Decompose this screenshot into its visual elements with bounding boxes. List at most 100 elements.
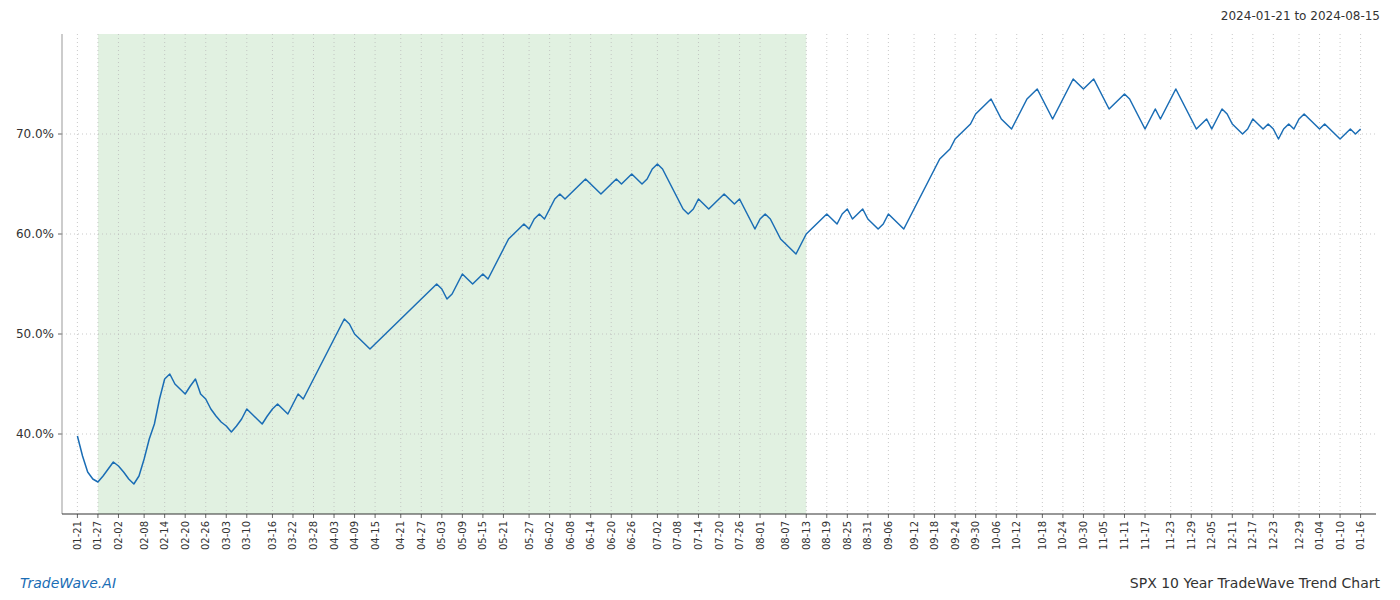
x-tick-label: 05-27 bbox=[524, 521, 535, 550]
x-tick-label: 03-22 bbox=[287, 521, 298, 550]
x-tick-label: 03-10 bbox=[241, 521, 252, 550]
x-grid-line bbox=[760, 34, 761, 514]
x-grid-line bbox=[1211, 34, 1212, 514]
trend-line bbox=[77, 79, 1360, 484]
y-tick bbox=[58, 334, 62, 335]
chart: 40.0%50.0%60.0%70.0%01-2101-2702-0202-08… bbox=[0, 0, 1400, 600]
x-grid-line bbox=[375, 34, 376, 514]
x-tick-label: 02-02 bbox=[113, 521, 124, 550]
y-tick bbox=[58, 134, 62, 135]
x-grid-line bbox=[185, 34, 186, 514]
x-grid-line bbox=[611, 34, 612, 514]
x-tick-label: 09-18 bbox=[929, 521, 940, 550]
x-tick-label: 04-21 bbox=[395, 521, 406, 550]
x-grid-line bbox=[1299, 34, 1300, 514]
x-tick-label: 11-29 bbox=[1186, 521, 1197, 550]
x-tick-label: 09-12 bbox=[909, 521, 920, 550]
title: SPX 10 Year TradeWave Trend Chart bbox=[1130, 575, 1381, 591]
x-tick-label: 10-24 bbox=[1057, 521, 1068, 550]
x-grid-line bbox=[590, 34, 591, 514]
x-tick-label: 09-30 bbox=[970, 521, 981, 550]
x-grid-line bbox=[421, 34, 422, 514]
x-grid-line bbox=[934, 34, 935, 514]
x-grid-line bbox=[118, 34, 119, 514]
y-tick bbox=[58, 434, 62, 435]
x-tick-label: 04-03 bbox=[329, 521, 340, 550]
x-tick-label: 08-31 bbox=[862, 521, 873, 550]
x-tick-label: 06-20 bbox=[606, 521, 617, 550]
x-tick-label: 07-02 bbox=[652, 521, 663, 550]
x-tick-label: 12-29 bbox=[1294, 521, 1305, 550]
x-tick-label: 05-03 bbox=[436, 521, 447, 550]
x-grid-line bbox=[205, 34, 206, 514]
x-tick-label: 11-17 bbox=[1140, 521, 1151, 550]
x-grid-line bbox=[1062, 34, 1063, 514]
x-tick-label: 07-20 bbox=[714, 521, 725, 550]
x-grid-line bbox=[529, 34, 530, 514]
x-grid-line bbox=[1273, 34, 1274, 514]
x-tick-label: 05-21 bbox=[498, 521, 509, 550]
x-grid-line bbox=[785, 34, 786, 514]
x-tick-label: 03-16 bbox=[267, 521, 278, 550]
x-grid-line bbox=[1103, 34, 1104, 514]
x-tick-label: 03-28 bbox=[308, 521, 319, 550]
x-tick-label: 08-01 bbox=[755, 521, 766, 550]
x-tick-label: 05-09 bbox=[457, 521, 468, 550]
x-axis-line bbox=[62, 513, 1376, 514]
x-tick-label: 09-24 bbox=[950, 521, 961, 550]
x-grid-line bbox=[164, 34, 165, 514]
x-tick-label: 11-11 bbox=[1119, 521, 1130, 550]
subtitle: 2024-01-21 to 2024-08-15 bbox=[1221, 9, 1380, 23]
x-grid-line bbox=[806, 34, 807, 514]
x-grid-line bbox=[847, 34, 848, 514]
x-grid-line bbox=[975, 34, 976, 514]
x-grid-line bbox=[549, 34, 550, 514]
x-tick-label: 12-17 bbox=[1247, 521, 1258, 550]
x-tick-label: 01-04 bbox=[1314, 521, 1325, 550]
x-grid-line bbox=[1191, 34, 1192, 514]
x-grid-line bbox=[272, 34, 273, 514]
x-grid-line bbox=[826, 34, 827, 514]
series bbox=[77, 79, 1360, 484]
x-tick-label: 07-14 bbox=[693, 521, 704, 550]
x-tick-label: 01-16 bbox=[1355, 521, 1366, 550]
x-tick-label: 12-11 bbox=[1227, 521, 1238, 550]
x-tick-label: 03-03 bbox=[221, 521, 232, 550]
x-grid-line bbox=[657, 34, 658, 514]
x-tick-label: 12-05 bbox=[1206, 521, 1217, 550]
x-grid-line bbox=[955, 34, 956, 514]
x-tick-label: 02-08 bbox=[139, 521, 150, 550]
x-tick-label: 01-27 bbox=[92, 521, 103, 550]
axes: 40.0%50.0%60.0%70.0%01-2101-2702-0202-08… bbox=[16, 34, 1376, 550]
x-tick-label: 08-13 bbox=[801, 521, 812, 550]
x-tick-label: 12-23 bbox=[1268, 521, 1279, 550]
x-tick-label: 08-07 bbox=[780, 521, 791, 550]
x-tick-label: 10-30 bbox=[1078, 521, 1089, 550]
annotation: TradeWave.AI bbox=[20, 575, 116, 591]
x-tick-label: 05-15 bbox=[477, 521, 488, 550]
x-tick-label: 01-10 bbox=[1335, 521, 1346, 550]
y-axis-line bbox=[62, 34, 63, 514]
x-tick-label: 02-14 bbox=[159, 521, 170, 550]
x-grid-line bbox=[1319, 34, 1320, 514]
x-grid-line bbox=[334, 34, 335, 514]
x-tick-label: 07-26 bbox=[734, 521, 745, 550]
y-tick bbox=[58, 234, 62, 235]
x-grid-line bbox=[1170, 34, 1171, 514]
x-grid-line bbox=[1124, 34, 1125, 514]
x-grid-line bbox=[1340, 34, 1341, 514]
x-grid-line bbox=[996, 34, 997, 514]
x-grid-line bbox=[1360, 34, 1361, 514]
x-grid-line bbox=[313, 34, 314, 514]
y-tick-label: 40.0% bbox=[16, 427, 54, 441]
x-grid-line bbox=[719, 34, 720, 514]
x-grid-line bbox=[144, 34, 145, 514]
x-grid-line bbox=[503, 34, 504, 514]
x-tick-label: 11-23 bbox=[1165, 521, 1176, 550]
x-tick-label: 06-08 bbox=[565, 521, 576, 550]
x-grid-line bbox=[246, 34, 247, 514]
x-tick-label: 04-09 bbox=[349, 521, 360, 550]
x-grid-line bbox=[914, 34, 915, 514]
highlight-band bbox=[98, 34, 806, 514]
x-grid-line bbox=[1016, 34, 1017, 514]
